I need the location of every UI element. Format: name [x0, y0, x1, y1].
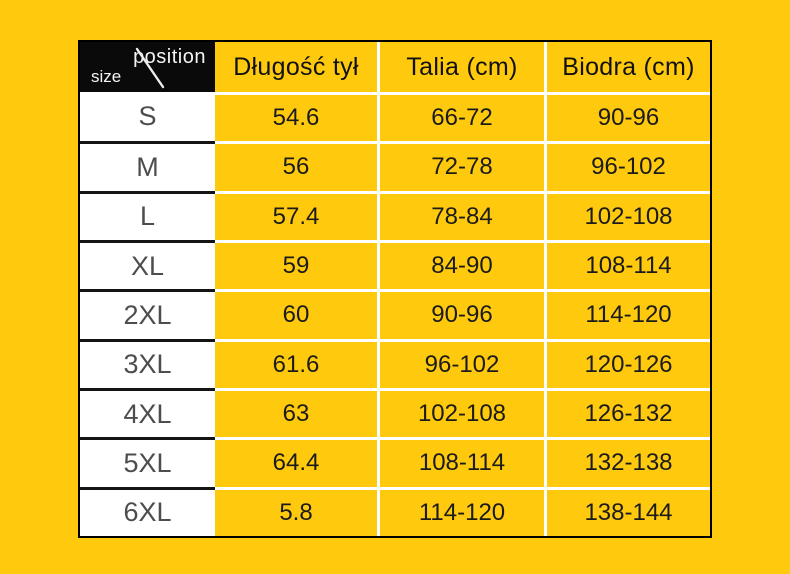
table-cell-dlugosc: 5.8	[215, 486, 377, 536]
table-cell-biodra: 102-108	[544, 190, 710, 240]
table-cell-talia: 90-96	[377, 289, 544, 339]
size-label-cell: 3XL	[80, 338, 215, 388]
table-cell-talia: 72-78	[377, 141, 544, 191]
size-label-cell: 2XL	[80, 289, 215, 339]
size-label-cell: S	[80, 92, 215, 142]
table-cell-talia: 96-102	[377, 338, 544, 388]
table-cell-talia: 78-84	[377, 190, 544, 240]
table-cell-talia: 84-90	[377, 239, 544, 290]
table-cell-biodra: 90-96	[544, 92, 710, 142]
table-cell-dlugosc: 64.4	[215, 437, 377, 487]
table-cell-biodra: 126-132	[544, 387, 710, 438]
table-cell-dlugosc: 63	[215, 387, 377, 438]
size-label-cell: M	[80, 141, 215, 191]
table-cell-dlugosc: 60	[215, 289, 377, 339]
size-chart-table: position size Długość tył Talia (cm) Bio…	[78, 40, 712, 538]
size-label-cell: 4XL	[80, 387, 215, 438]
table-cell-biodra: 120-126	[544, 338, 710, 388]
size-label-cell: L	[80, 190, 215, 240]
size-label-cell: 5XL	[80, 437, 215, 487]
diagonal-divider-line	[135, 47, 165, 89]
column-header-biodra: Biodra (cm)	[544, 42, 710, 92]
corner-size-label: size	[91, 67, 122, 86]
table-cell-talia: 66-72	[377, 92, 544, 142]
corner-position-label: position	[133, 46, 206, 68]
size-label-cell: XL	[80, 239, 215, 290]
table-cell-biodra: 96-102	[544, 141, 710, 191]
table-cell-dlugosc: 56	[215, 141, 377, 191]
table-cell-biodra: 114-120	[544, 289, 710, 339]
table-cell-biodra: 108-114	[544, 239, 710, 290]
size-label-cell: 6XL	[80, 486, 215, 536]
table-cell-talia: 102-108	[377, 387, 544, 438]
table-cell-talia: 114-120	[377, 486, 544, 536]
table-cell-dlugosc: 59	[215, 239, 377, 290]
table-cell-biodra: 132-138	[544, 437, 710, 487]
table-cell-biodra: 138-144	[544, 486, 710, 536]
column-header-dlugosc-tyl: Długość tył	[215, 42, 377, 92]
table-cell-dlugosc: 54.6	[215, 92, 377, 142]
table-cell-dlugosc: 57.4	[215, 190, 377, 240]
table-cell-talia: 108-114	[377, 437, 544, 487]
corner-header-cell: position size	[80, 42, 215, 92]
column-header-talia: Talia (cm)	[377, 42, 544, 92]
table-cell-dlugosc: 61.6	[215, 338, 377, 388]
